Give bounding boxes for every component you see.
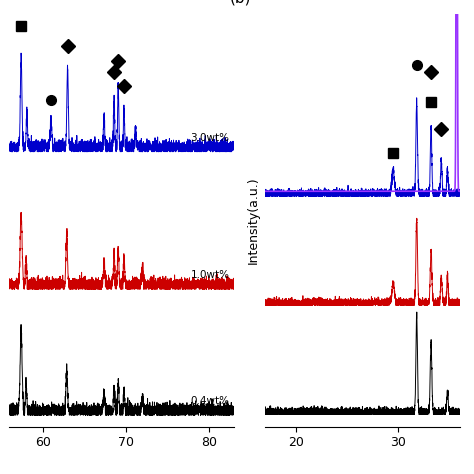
Y-axis label: Intensity(a.u.): Intensity(a.u.) — [246, 177, 259, 264]
Text: 0.4wt%: 0.4wt% — [191, 396, 229, 406]
Text: 1.0wt%: 1.0wt% — [191, 270, 229, 280]
Text: 3.0wt%: 3.0wt% — [191, 133, 229, 143]
Text: (b): (b) — [230, 0, 251, 6]
